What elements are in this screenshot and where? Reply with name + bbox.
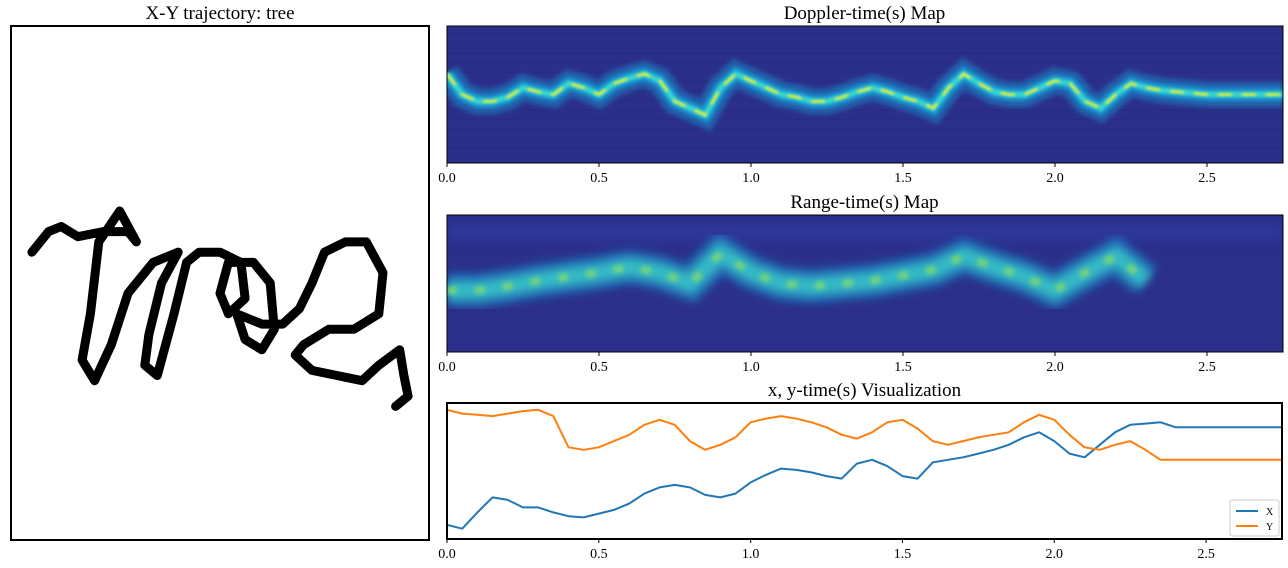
range-title: Range-time(s) Map [790,192,939,213]
x-tick-label: 2.5 [1198,360,1216,375]
x-tick-label: 0.0 [438,360,456,375]
trajectory-title: X-Y trajectory: tree [145,3,295,24]
doppler-frame [446,25,1284,164]
trajectory-stroke [27,206,413,411]
x-tick-label: 0.5 [590,360,608,375]
xy-legend: XY [1229,499,1280,537]
x-tick-label: 1.5 [894,547,912,562]
xy-plot-content [447,408,1282,530]
series-line-y [447,408,1282,461]
range-frame [446,214,1284,353]
legend-label-y: Y [1266,522,1273,533]
x-tick-label: 0.0 [438,547,456,562]
x-tick-label: 2.0 [1046,360,1064,375]
doppler-map-content [447,33,1283,159]
series-line-x [447,421,1282,530]
doppler-title: Doppler-time(s) Map [783,3,946,24]
x-tick-label: 1.0 [742,547,760,562]
x-tick-label: 0.0 [438,171,456,186]
x-tick-label: 1.5 [894,360,912,375]
range-map-content [447,223,1283,310]
x-tick-label: 1.0 [742,360,760,375]
x-tick-label: 0.5 [590,547,608,562]
x-tick-label: 1.5 [894,171,912,186]
x-tick-label: 2.5 [1197,547,1215,562]
xy-title: x, y-time(s) Visualization [767,380,962,401]
range-peak [447,248,1149,295]
x-tick-label: 1.0 [742,171,760,186]
trajectory-frame [10,25,430,541]
x-tick-label: 2.0 [1046,547,1064,562]
x-tick-label: 2.5 [1198,171,1216,186]
legend-label-x: X [1266,507,1274,518]
range-faint-band [447,223,1283,241]
x-tick-label: 2.0 [1046,171,1064,186]
x-tick-label: 0.5 [590,171,608,186]
xy-frame [446,402,1283,540]
doppler-peak [447,72,1283,117]
